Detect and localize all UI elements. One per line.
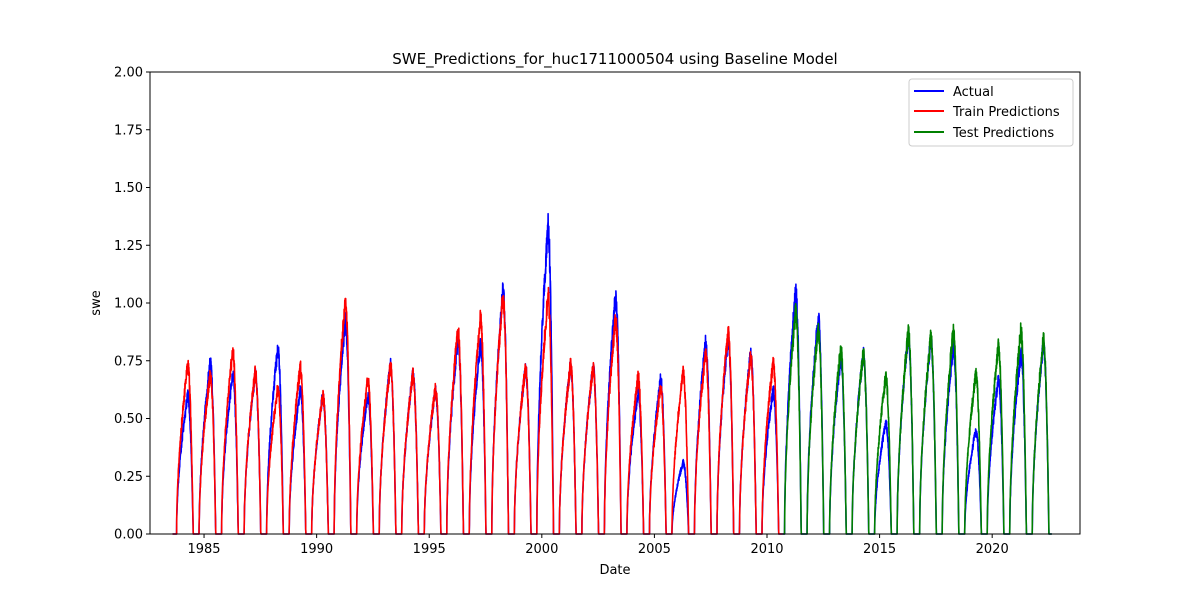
legend-box (908, 78, 1074, 147)
legend-label-actual: Actual (953, 85, 994, 100)
x-tick-label: 1995 (413, 542, 446, 557)
y-tick-label: 2.00 (114, 66, 143, 81)
x-tick-label: 2000 (525, 542, 558, 557)
y-tick-label: 0.50 (114, 412, 143, 427)
plot-frame (149, 71, 1081, 535)
chart-title: SWE_Predictions_for_huc1711000504 using … (392, 50, 837, 69)
legend-label-test: Test Predictions (952, 126, 1054, 141)
y-tick-label: 1.25 (114, 239, 143, 254)
y-axis: 0.00 0.25 0.50 0.75 1.00 1.25 1.50 1.75 2.00 (114, 66, 150, 543)
y-tick-label: 0.00 (114, 528, 143, 543)
x-tick-label: 2010 (750, 542, 783, 557)
x-axis-label: Date (599, 563, 630, 578)
y-tick-label: 1.00 (114, 297, 143, 312)
legend-label-train: Train Predictions (952, 105, 1060, 120)
x-tick-label: 2020 (976, 542, 1009, 557)
x-tick-label: 2005 (638, 542, 671, 557)
y-axis-label: swe (89, 290, 104, 315)
legend: Actual Train Predictions Test Prediction… (908, 78, 1074, 147)
x-tick-label: 1990 (300, 542, 333, 557)
x-axis: 1985 1990 1995 2000 2005 2010 2015 2020 (187, 534, 1009, 557)
x-tick-label: 2015 (863, 542, 896, 557)
y-tick-label: 1.50 (114, 181, 143, 196)
x-tick-label: 1985 (187, 542, 220, 557)
y-tick-label: 0.75 (114, 354, 143, 369)
y-tick-label: 1.75 (114, 123, 143, 138)
series-train-predictions-line (171, 286, 784, 535)
y-tick-label: 0.25 (114, 470, 143, 485)
